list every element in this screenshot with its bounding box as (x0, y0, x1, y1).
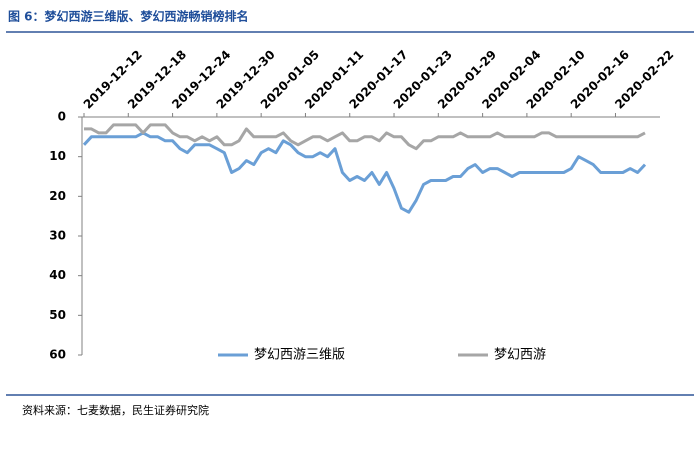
y-tick-label: 60 (49, 348, 66, 362)
series-line (82, 131, 647, 214)
series-line (84, 123, 646, 151)
y-tick-label: 10 (49, 149, 66, 163)
chart-title: 图 6：梦幻西游三维版、梦幻西游畅销榜排名 (8, 9, 249, 24)
source-note: 资料来源：七麦数据，民生证券研究院 (22, 403, 209, 417)
y-tick-label: 30 (49, 229, 66, 243)
y-tick-label: 20 (49, 189, 66, 203)
y-tick-label: 40 (49, 268, 66, 282)
y-tick-label: 0 (58, 110, 66, 124)
legend-label: 梦幻西游 (494, 348, 546, 363)
legend-label: 梦幻西游三维版 (254, 348, 345, 363)
y-tick-label: 50 (49, 308, 66, 322)
